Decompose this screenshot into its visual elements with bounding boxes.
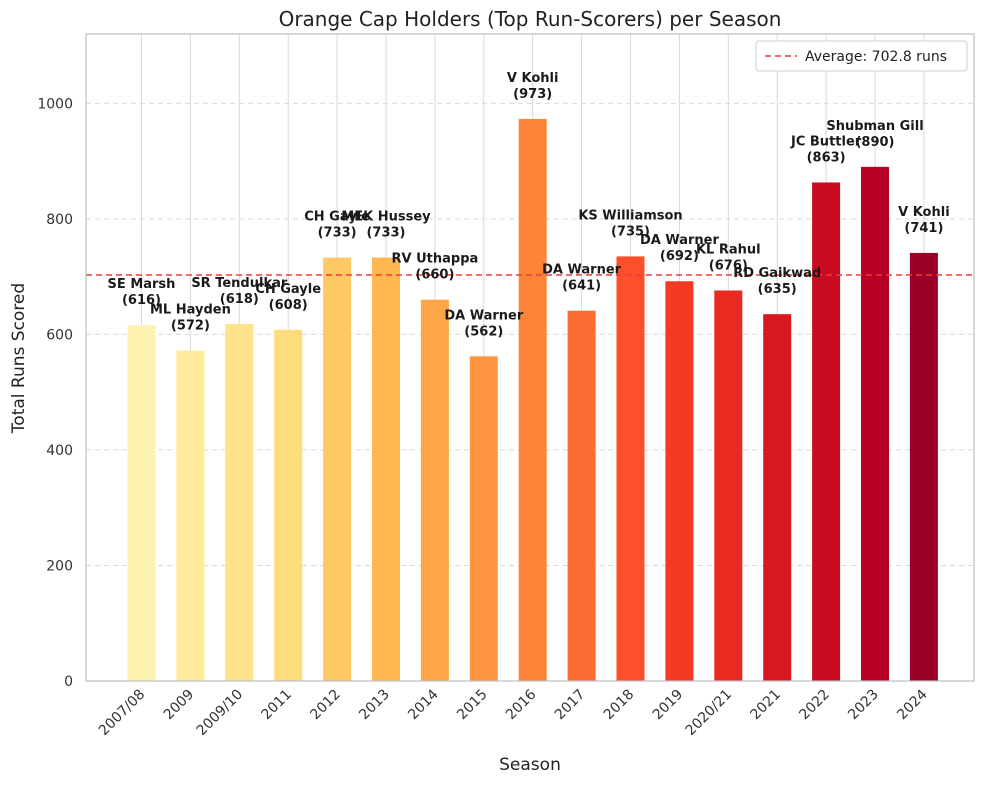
bar-label-name: RD Gaikwad (733, 266, 821, 281)
bar-label-name: MEK Hussey (341, 210, 431, 225)
bar-label-name: Shubman Gill (826, 119, 923, 134)
bar-label-value: (863) (807, 150, 846, 165)
bar-label-value: (741) (904, 221, 943, 236)
x-tick-label: 2020/21 (683, 687, 735, 739)
bar (567, 310, 596, 681)
x-tick-label: 2009 (161, 687, 198, 724)
x-tick-label: 2012 (307, 687, 344, 724)
bar (616, 256, 645, 681)
bar-label-value: (635) (758, 282, 797, 297)
bar-label-value: (608) (269, 298, 308, 313)
bar-label-value: (735) (611, 224, 650, 239)
legend: Average: 702.8 runs (755, 40, 968, 72)
bar-label-value: (618) (220, 292, 259, 307)
bar (665, 281, 694, 681)
bar-label-name: CH Gayle (255, 282, 321, 297)
legend-average-label: Average: 702.8 runs (805, 49, 947, 65)
x-tick-label: 2016 (503, 686, 540, 723)
x-tick-label: 2021 (748, 687, 785, 724)
bar-label-value: (616) (122, 293, 161, 308)
bar-label-value: (733) (366, 226, 405, 241)
x-tick-label: 2023 (845, 687, 882, 724)
bar-label-name: SE Marsh (108, 277, 176, 292)
bar-label-name: ML Hayden (150, 303, 231, 318)
bar-label-value: (733) (318, 226, 357, 241)
legend-box (755, 40, 968, 72)
y-tick-label: 800 (46, 212, 73, 228)
x-tick-label: 2007/08 (96, 687, 148, 739)
x-tick-label: 2015 (454, 687, 491, 724)
bar (176, 350, 205, 681)
bar-layer (127, 118, 938, 682)
y-tick-label: 600 (46, 327, 73, 343)
bar-label-name: JC Buttler (790, 134, 862, 149)
bar-label-value: (890) (855, 135, 894, 150)
bar (225, 323, 254, 681)
y-tick-layer: 0 200 400 600 800 1000 (37, 96, 73, 690)
chart-title: Orange Cap Holders (Top Run-Scorers) per… (279, 7, 782, 31)
y-tick-label: 1000 (37, 96, 73, 112)
x-tick-label: 2019 (650, 687, 687, 724)
x-tick-label: 2017 (552, 687, 589, 724)
bar (909, 252, 938, 681)
bar (469, 356, 498, 681)
bar (372, 257, 400, 681)
bar-label-value: (692) (660, 249, 699, 264)
bar (420, 299, 449, 681)
bar-label-name: KS Williamson (578, 208, 682, 223)
x-tick-label: 2013 (356, 687, 393, 724)
bar-label-value: (973) (513, 87, 552, 102)
bar-label-name: SR Tendulkar (191, 276, 288, 291)
bar (861, 166, 889, 681)
bar-label-name: KL Rahul (696, 242, 761, 257)
x-tick-label: 2014 (405, 686, 442, 723)
bar (323, 257, 352, 681)
bar-label-name: V Kohli (898, 205, 950, 220)
bar (812, 182, 841, 682)
y-tick-label: 400 (46, 443, 73, 459)
x-tick-label: 2024 (894, 686, 931, 723)
bar-label-value: (676) (709, 258, 748, 273)
bar (714, 290, 743, 681)
bar-label-name: V Kohli (507, 71, 559, 86)
bar-label-name: RV Uthappa (392, 252, 479, 267)
bar (763, 314, 792, 681)
bar-label-layer: SE Marsh(616)ML Hayden(572)SR Tendulkar(… (108, 71, 950, 339)
x-axis-label: Season (499, 755, 561, 775)
bar-label-value: (660) (415, 268, 454, 283)
bar-label-value: (562) (464, 324, 503, 339)
x-tick-label: 2018 (601, 687, 638, 724)
y-axis-label: Total Runs Scored (9, 283, 29, 434)
bar (518, 118, 547, 681)
x-tick-label: 2009/10 (194, 687, 246, 739)
y-tick-label: 0 (64, 674, 73, 690)
bar (127, 325, 156, 681)
bar-label-name: DA Warner (542, 263, 622, 278)
bar (274, 329, 303, 681)
bar-label-value: (572) (171, 319, 210, 334)
x-tick-label: 2011 (259, 687, 296, 724)
bar-label-name: DA Warner (444, 308, 524, 323)
y-tick-label: 200 (46, 558, 73, 574)
plot-frame (85, 33, 975, 682)
x-tick-label: 2022 (796, 687, 833, 724)
bar-label-value: (641) (562, 279, 601, 294)
bar-label-name: CH Gayle (304, 210, 370, 225)
bar-label-name: DA Warner (640, 233, 720, 248)
